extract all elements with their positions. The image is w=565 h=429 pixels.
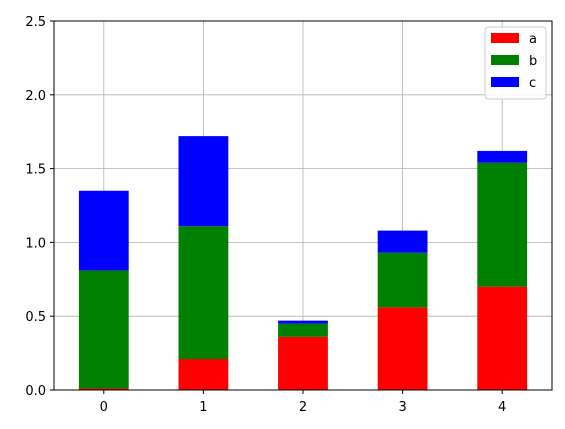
y-tick-label: 1.0 bbox=[25, 236, 46, 251]
legend-swatch-c bbox=[491, 77, 519, 87]
bar-b-0 bbox=[78, 270, 129, 389]
bar-c-4 bbox=[477, 150, 528, 163]
bar-c-2 bbox=[278, 320, 328, 324]
y-tick-label: 1.5 bbox=[25, 163, 46, 178]
x-tick-label: 2 bbox=[299, 400, 307, 415]
bar-c-1 bbox=[178, 136, 229, 227]
bar-a-0 bbox=[78, 388, 129, 390]
bar-b-1 bbox=[178, 226, 229, 360]
bar-c-0 bbox=[78, 190, 129, 271]
legend-label-a: a bbox=[529, 32, 537, 47]
bar-b-2 bbox=[278, 323, 328, 337]
bar-a-3 bbox=[377, 307, 428, 390]
x-tick-label: 3 bbox=[398, 400, 406, 415]
legend-label-b: b bbox=[529, 54, 537, 69]
legend: abc bbox=[484, 26, 547, 100]
bar-c-3 bbox=[377, 230, 428, 253]
x-tick-label: 1 bbox=[199, 400, 207, 415]
legend-swatch-b bbox=[491, 55, 519, 65]
bar-b-3 bbox=[377, 252, 428, 308]
legend-swatch-a bbox=[491, 33, 519, 43]
legend-label-c: c bbox=[529, 76, 536, 91]
y-tick-label: 2.0 bbox=[25, 89, 46, 104]
y-axis-ticks: 0.0 0.5 1.0 1.5 2.0 2.5 bbox=[25, 15, 54, 399]
x-tick-label: 4 bbox=[498, 400, 506, 415]
x-tick-label: 0 bbox=[100, 400, 108, 415]
y-tick-label: 2.5 bbox=[25, 15, 46, 30]
y-tick-label: 0.5 bbox=[25, 310, 46, 325]
bar-a-4 bbox=[477, 286, 528, 390]
y-tick-label: 0.0 bbox=[25, 384, 46, 399]
bar-a-2 bbox=[278, 336, 328, 390]
bar-a-1 bbox=[178, 359, 229, 390]
bar-b-4 bbox=[477, 162, 528, 287]
bars bbox=[78, 136, 528, 390]
x-axis-ticks: 0 1 2 3 4 bbox=[100, 390, 506, 415]
